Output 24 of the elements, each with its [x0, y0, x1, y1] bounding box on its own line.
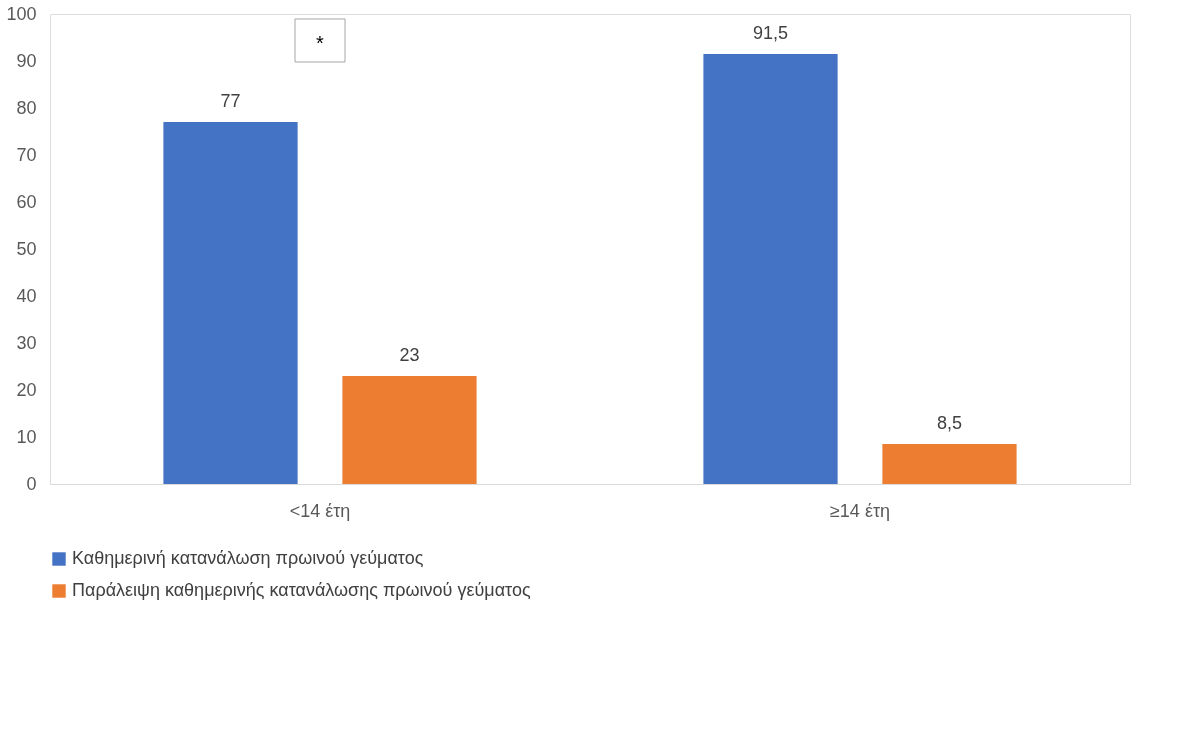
y-tick-label: 100: [6, 3, 37, 24]
y-tick-label: 50: [16, 238, 37, 259]
bar: [163, 122, 298, 484]
data-label: 8,5: [936, 413, 962, 434]
y-tick-label: 10: [16, 426, 37, 447]
data-label: 77: [220, 91, 241, 112]
y-tick-label: 30: [16, 332, 37, 353]
bar: [882, 444, 1017, 484]
data-label: 23: [399, 344, 420, 365]
legend-label: Παράλειψη καθημερινής κατανάλωσης πρωινού γεύματος: [72, 580, 531, 600]
annotation: *: [316, 32, 325, 54]
y-tick-label: 80: [16, 97, 37, 118]
x-tick-label: ≥14 έτη: [829, 500, 891, 521]
bar: [703, 53, 838, 484]
legend-label: Καθημερινή κατανάλωση πρωινού γεύματος: [72, 548, 424, 568]
y-tick-label: 0: [26, 473, 37, 494]
y-tick-label: 20: [16, 379, 37, 400]
bar: [342, 375, 477, 484]
y-tick-label: 40: [16, 285, 37, 306]
y-tick-label: 90: [16, 50, 37, 71]
y-tick-label: 60: [16, 191, 37, 212]
data-label: 91,5: [752, 22, 789, 43]
x-tick-label: <14 έτη: [289, 500, 351, 521]
y-tick-label: 70: [16, 144, 37, 165]
